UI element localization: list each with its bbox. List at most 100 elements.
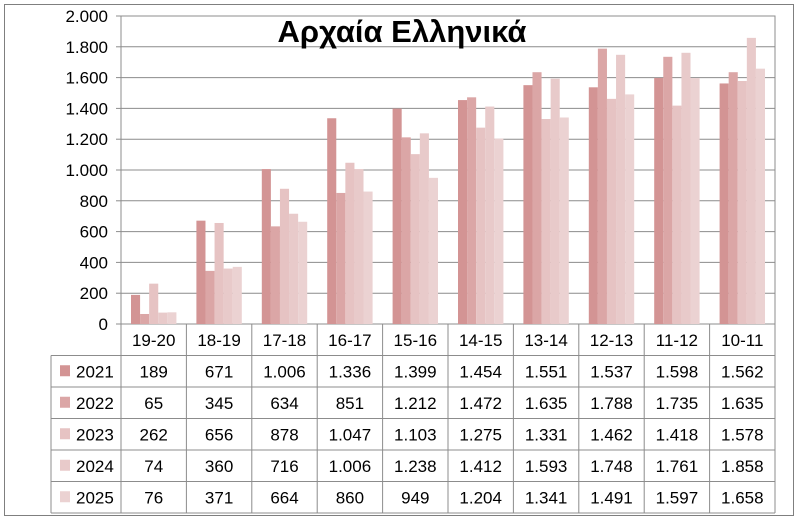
bar — [392, 108, 402, 324]
table-cell: 76 — [144, 488, 163, 507]
table-cell: 1.472 — [459, 394, 502, 413]
data-table: 19-20 18-19 17-18 16-17 15-16 14-15 13-14 12-13… — [50, 324, 776, 514]
table-cell: 371 — [205, 488, 233, 507]
bar — [401, 137, 411, 324]
bar — [606, 98, 617, 325]
bar — [654, 77, 664, 325]
bar — [196, 220, 206, 324]
bar — [428, 177, 438, 324]
table-cell: 656 — [205, 425, 233, 444]
table-cell: 1.858 — [721, 457, 764, 476]
table-cell: 1.204 — [459, 488, 502, 507]
bar — [158, 312, 168, 324]
table-cell: 1.103 — [394, 425, 437, 444]
bar — [523, 85, 533, 325]
table-cell: 1.006 — [329, 457, 372, 476]
table-cell: 1.418 — [656, 425, 699, 444]
table-cell: 1.562 — [721, 362, 764, 381]
table-cell: 1.006 — [263, 362, 306, 381]
y-tick-label: 800 — [80, 192, 108, 211]
bar — [131, 294, 141, 324]
x-tick-label: 14-15 — [459, 331, 502, 350]
y-tick-label: 1.200 — [65, 130, 108, 149]
table-cell: 345 — [205, 394, 233, 413]
table-cell: 1.551 — [525, 362, 568, 381]
y-tick-label: 1.800 — [65, 38, 108, 57]
bar — [270, 226, 280, 324]
y-axis: 0 200 400 600 800 1.000 1.200 1.400 1.600 1.800 2.… — [65, 7, 121, 334]
legend-key — [60, 396, 70, 408]
legend-key — [60, 459, 70, 471]
table-cell: 671 — [205, 362, 233, 381]
table-cell: 1.331 — [525, 425, 568, 444]
bar-layer — [131, 37, 765, 325]
bar — [681, 52, 691, 324]
table-cell: 189 — [140, 362, 168, 381]
table-cell: 1.491 — [590, 488, 633, 507]
bar — [755, 68, 765, 324]
bar — [140, 313, 150, 324]
y-tick-label: 600 — [80, 223, 108, 242]
x-tick-label: 13-14 — [524, 331, 567, 350]
table-cell: 1.047 — [329, 425, 372, 444]
table-cell: 851 — [336, 394, 364, 413]
table-cell: 1.658 — [721, 488, 764, 507]
table-cell: 1.238 — [394, 457, 437, 476]
y-tick-label: 2.000 — [65, 7, 108, 26]
table-cell: 262 — [140, 425, 168, 444]
bar — [289, 213, 299, 324]
table-cell: 1.597 — [656, 488, 699, 507]
table-cell: 716 — [270, 457, 298, 476]
bar — [345, 162, 355, 324]
bar — [205, 270, 215, 324]
table-cell: 65 — [144, 394, 163, 413]
bar — [532, 72, 542, 325]
bar — [559, 117, 569, 325]
bar — [232, 266, 242, 324]
table-cell: 1.336 — [329, 362, 372, 381]
table-cell: 1.635 — [525, 394, 568, 413]
bar — [298, 221, 308, 324]
table-cell: 1.212 — [394, 394, 437, 413]
bar — [719, 83, 729, 325]
legend-key — [60, 491, 70, 503]
bar — [336, 192, 346, 324]
x-tick-label: 11-12 — [656, 331, 698, 350]
bar — [690, 78, 700, 324]
x-tick-label: 10-11 — [721, 331, 763, 350]
table-cell: 1.537 — [590, 362, 633, 381]
bar — [588, 87, 598, 324]
table-cell: 634 — [270, 394, 298, 413]
x-tick-label: 19-20 — [132, 331, 175, 350]
table-cell: 1.462 — [590, 425, 633, 444]
x-tick-label: 15-16 — [394, 331, 437, 350]
table-cell: 1.275 — [459, 425, 502, 444]
legend-label: 2022 — [76, 394, 114, 413]
x-tick-label: 17-18 — [263, 331, 306, 350]
legend-label: 2024 — [76, 457, 114, 476]
bar — [261, 169, 271, 324]
chart-frame: 19-20 18-19 17-18 16-17 15-16 14-15 13-14 12-13… — [4, 4, 794, 516]
y-tick-label: 400 — [80, 253, 108, 272]
bar — [550, 78, 560, 324]
y-tick-label: 1.000 — [65, 161, 108, 180]
bar — [327, 118, 337, 324]
y-tick-label: 1.600 — [65, 69, 108, 88]
bar — [616, 54, 626, 325]
table-cell: 1.341 — [525, 488, 568, 507]
table-cell: 860 — [336, 488, 364, 507]
bar — [476, 127, 486, 325]
y-tick-label: 1.400 — [65, 99, 108, 118]
bar — [410, 154, 420, 324]
bar — [223, 268, 233, 324]
bar — [746, 37, 756, 324]
bar — [672, 105, 682, 325]
chart-title: Αρχαία Ελληνικά — [278, 14, 527, 49]
bar — [625, 94, 635, 324]
bar — [597, 48, 607, 324]
table-cell: 1.598 — [656, 362, 699, 381]
table-cell: 1.593 — [525, 457, 568, 476]
table-cell: 1.454 — [459, 362, 502, 381]
bar — [458, 100, 468, 324]
table-cell: 74 — [144, 457, 163, 476]
